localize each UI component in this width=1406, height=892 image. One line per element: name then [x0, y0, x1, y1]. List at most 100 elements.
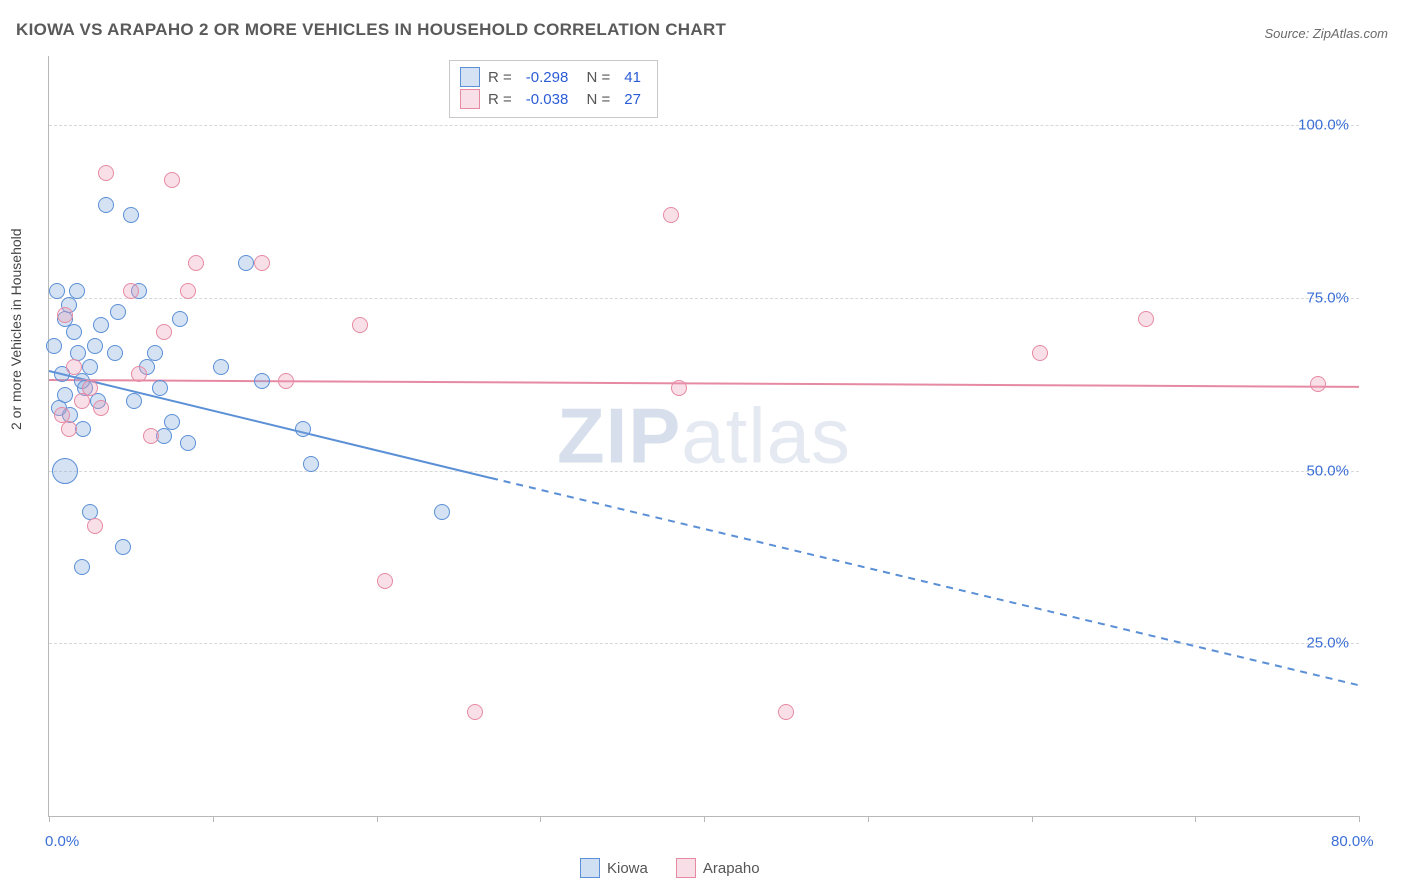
stat-r-value: -0.298 — [526, 69, 569, 86]
x-tick — [540, 816, 541, 822]
data-point-kiowa — [238, 255, 254, 271]
watermark: ZIPatlas — [557, 391, 851, 482]
data-point-kiowa — [66, 324, 82, 340]
x-tick — [868, 816, 869, 822]
data-point-arapaho — [1138, 311, 1154, 327]
data-point-arapaho — [61, 421, 77, 437]
stat-n-value: 41 — [624, 69, 641, 86]
legend-label: Kiowa — [607, 860, 648, 877]
data-point-arapaho — [663, 207, 679, 223]
chart-title: KIOWA VS ARAPAHO 2 OR MORE VEHICLES IN H… — [16, 20, 726, 40]
data-point-kiowa — [126, 393, 142, 409]
data-point-kiowa — [110, 304, 126, 320]
x-tick — [1359, 816, 1360, 822]
x-tick-label: 0.0% — [45, 833, 79, 850]
data-point-kiowa — [69, 283, 85, 299]
data-point-arapaho — [180, 283, 196, 299]
y-tick-label: 25.0% — [1306, 635, 1349, 652]
data-point-kiowa — [147, 345, 163, 361]
data-point-kiowa — [82, 359, 98, 375]
gridline — [49, 125, 1359, 126]
data-point-arapaho — [87, 518, 103, 534]
data-point-arapaho — [467, 704, 483, 720]
stat-r-label: R = — [488, 69, 512, 86]
stats-row: R = -0.038 N = 27 — [460, 89, 647, 109]
data-point-arapaho — [98, 165, 114, 181]
legend-swatch — [580, 858, 600, 878]
legend-label: Arapaho — [703, 860, 760, 877]
data-point-kiowa — [152, 380, 168, 396]
legend-swatch — [460, 89, 480, 109]
data-point-kiowa — [434, 504, 450, 520]
stat-n-label: N = — [582, 91, 610, 108]
data-point-arapaho — [156, 324, 172, 340]
data-point-arapaho — [278, 373, 294, 389]
legend-item: Kiowa — [580, 858, 648, 878]
data-point-arapaho — [1310, 376, 1326, 392]
data-point-kiowa — [115, 539, 131, 555]
data-point-kiowa — [164, 414, 180, 430]
gridline — [49, 471, 1359, 472]
data-point-kiowa — [74, 559, 90, 575]
trend-line — [49, 379, 1359, 388]
trend-line — [49, 370, 492, 479]
stat-n-value: 27 — [624, 91, 641, 108]
data-point-arapaho — [671, 380, 687, 396]
plot-area: ZIPatlas R =-0.298 N =41R =-0.038 N =27 … — [48, 56, 1359, 817]
data-point-arapaho — [131, 366, 147, 382]
data-point-kiowa — [295, 421, 311, 437]
data-point-arapaho — [57, 307, 73, 323]
data-point-kiowa — [87, 338, 103, 354]
gridline — [49, 643, 1359, 644]
data-point-kiowa — [75, 421, 91, 437]
stat-r-value: -0.038 — [526, 91, 569, 108]
stat-r-label: R = — [488, 91, 512, 108]
x-tick — [213, 816, 214, 822]
data-point-arapaho — [123, 283, 139, 299]
data-point-kiowa — [93, 317, 109, 333]
source-attribution: Source: ZipAtlas.com — [1264, 26, 1388, 41]
stat-n-label: N = — [582, 69, 610, 86]
data-point-arapaho — [377, 573, 393, 589]
data-point-arapaho — [82, 380, 98, 396]
x-tick — [1195, 816, 1196, 822]
data-point-kiowa — [213, 359, 229, 375]
data-point-arapaho — [188, 255, 204, 271]
data-point-kiowa — [46, 338, 62, 354]
x-tick — [377, 816, 378, 822]
x-tick — [1032, 816, 1033, 822]
data-point-kiowa — [49, 283, 65, 299]
y-tick-label: 50.0% — [1306, 462, 1349, 479]
data-point-arapaho — [93, 400, 109, 416]
x-tick — [49, 816, 50, 822]
gridline — [49, 298, 1359, 299]
trend-line — [491, 477, 1359, 686]
data-point-arapaho — [143, 428, 159, 444]
legend-item: Arapaho — [676, 858, 760, 878]
data-point-kiowa — [254, 373, 270, 389]
x-tick — [704, 816, 705, 822]
y-tick-label: 100.0% — [1298, 117, 1349, 134]
data-point-arapaho — [164, 172, 180, 188]
legend-swatch — [676, 858, 696, 878]
data-point-arapaho — [254, 255, 270, 271]
data-point-arapaho — [778, 704, 794, 720]
stats-legend-box: R = -0.298 N = 41 R = -0.038 N = 27 — [449, 60, 658, 118]
data-point-kiowa — [123, 207, 139, 223]
legend-swatch — [460, 67, 480, 87]
data-point-kiowa — [107, 345, 123, 361]
x-tick-label: 80.0% — [1331, 833, 1374, 850]
stats-row: R = -0.298 N = 41 — [460, 67, 647, 87]
data-point-arapaho — [1032, 345, 1048, 361]
data-point-kiowa — [180, 435, 196, 451]
y-tick-label: 75.0% — [1306, 289, 1349, 306]
data-point-arapaho — [352, 317, 368, 333]
data-point-kiowa — [52, 458, 78, 484]
data-point-arapaho — [66, 359, 82, 375]
bottom-legend: Kiowa Arapaho — [580, 858, 760, 878]
data-point-kiowa — [303, 456, 319, 472]
y-axis-label: 2 or more Vehicles in Household — [8, 228, 24, 430]
data-point-arapaho — [74, 393, 90, 409]
data-point-kiowa — [172, 311, 188, 327]
data-point-kiowa — [98, 197, 114, 213]
